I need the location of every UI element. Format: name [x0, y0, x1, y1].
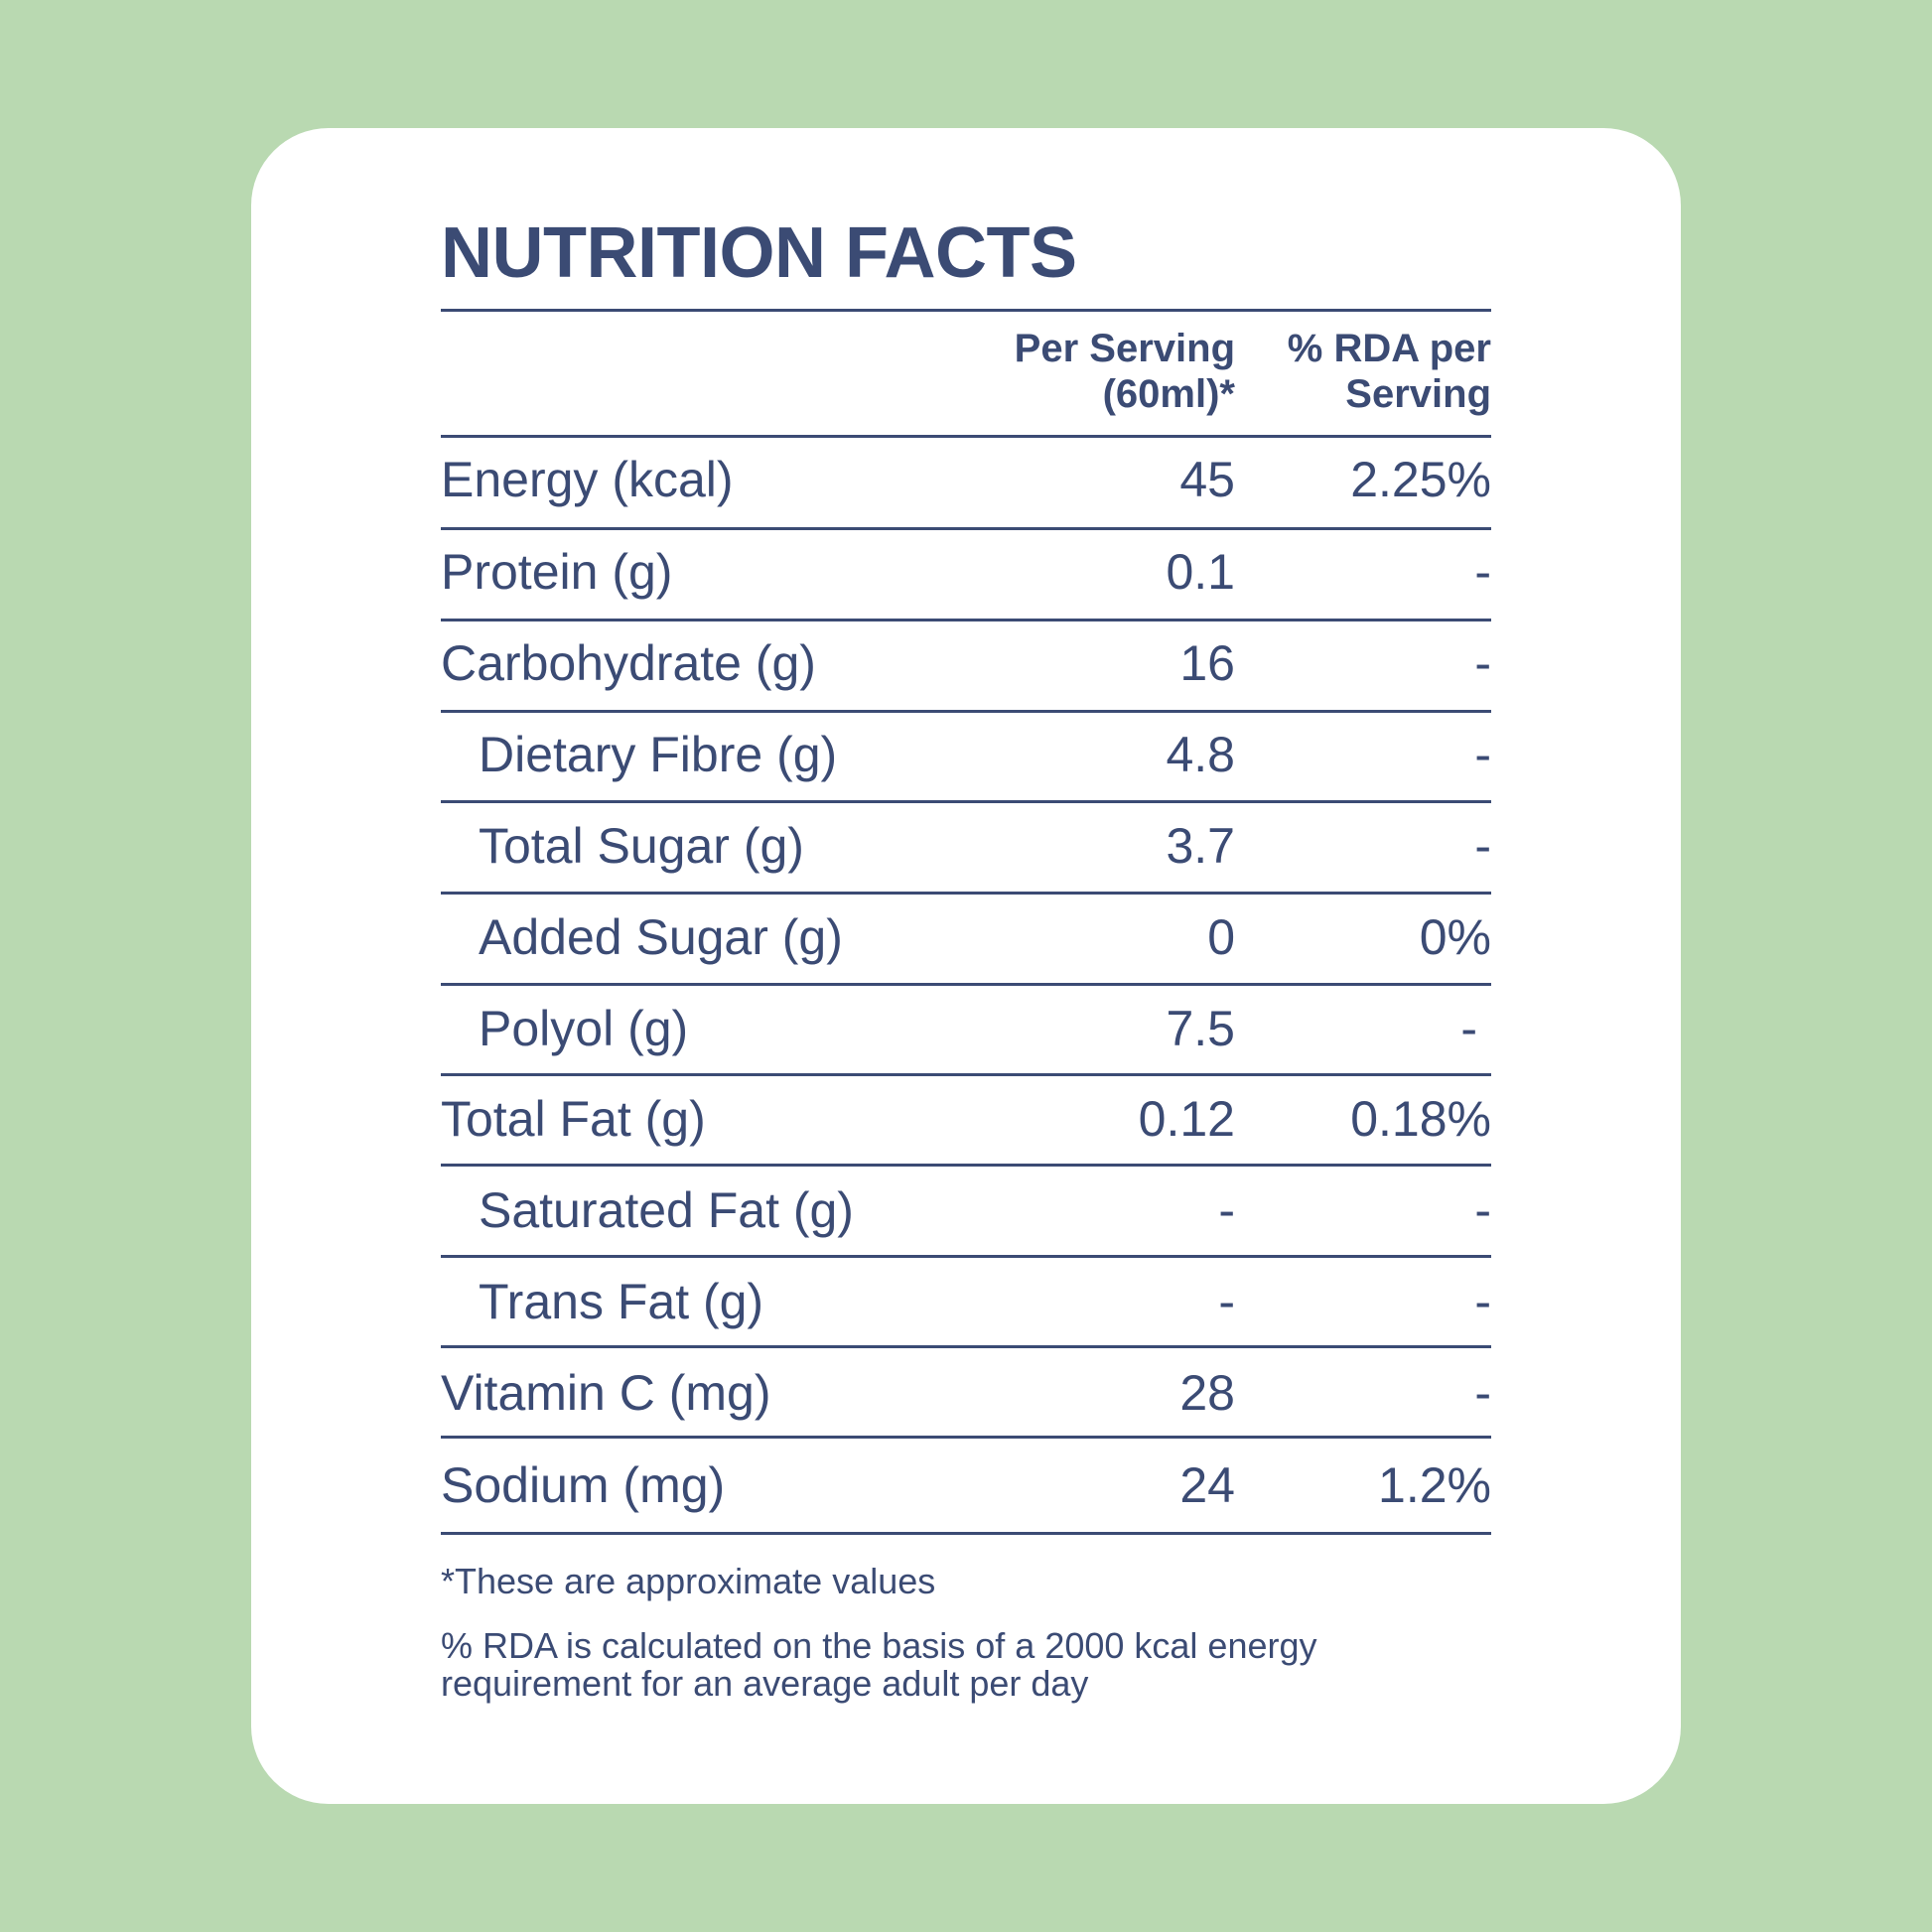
row-value: -	[1218, 1274, 1235, 1329]
table-row: Trans Fat (g) - -	[441, 1256, 1491, 1347]
table-row: Total Fat (g) 0.12 0.18%	[441, 1073, 1491, 1165]
row-rda: -	[1474, 635, 1491, 691]
row-rda: -	[1474, 1365, 1491, 1421]
row-rda: 0.18%	[1350, 1091, 1491, 1147]
row-label: Saturated Fat (g)	[479, 1182, 854, 1238]
page-title: NUTRITION FACTS	[441, 213, 1077, 293]
per-serving-column-header: Per Serving (60ml)*	[1015, 326, 1235, 417]
row-value: 4.8	[1166, 727, 1235, 782]
rda-column-header: % RDA per Serving	[1288, 326, 1491, 417]
row-divider	[441, 1345, 1491, 1348]
row-label: Sodium (mg)	[441, 1457, 726, 1513]
table-row: Vitamin C (mg) 28 -	[441, 1347, 1491, 1439]
per-serving-header-line2: (60ml)*	[1102, 372, 1235, 416]
row-value: 0.1	[1166, 544, 1235, 600]
row-label: Polyol (g)	[479, 1001, 689, 1056]
row-divider	[441, 1073, 1491, 1076]
footnote-rda-line1: % RDA is calculated on the basis of a 20…	[441, 1625, 1317, 1666]
row-rda: 2.25%	[1350, 452, 1491, 507]
table-row: Sodium (mg) 24 1.2%	[441, 1440, 1491, 1531]
row-divider	[441, 1255, 1491, 1258]
table-row: Saturated Fat (g) - -	[441, 1165, 1491, 1256]
table-row: Carbohydrate (g) 16 -	[441, 618, 1491, 709]
footnote-rda-line2: requirement for an average adult per day	[441, 1663, 1089, 1704]
header-bottom-rule	[441, 435, 1491, 438]
row-value: 7.5	[1166, 1001, 1235, 1056]
row-rda: -	[1474, 727, 1491, 782]
row-rda: -	[1460, 1001, 1477, 1056]
row-label: Protein (g)	[441, 544, 673, 600]
row-value: 0.12	[1138, 1091, 1235, 1147]
per-serving-header-line1: Per Serving	[1014, 327, 1235, 370]
row-divider	[441, 892, 1491, 895]
row-rda: 0%	[1419, 909, 1491, 965]
table-row: Energy (kcal) 45 2.25%	[441, 434, 1491, 525]
footnote-approx: *These are approximate values	[441, 1561, 936, 1601]
row-value: 3.7	[1166, 818, 1235, 874]
table-row: Total Sugar (g) 3.7 -	[441, 800, 1491, 892]
row-divider	[441, 527, 1491, 530]
row-value: 16	[1179, 635, 1235, 691]
row-label: Carbohydrate (g)	[441, 635, 816, 691]
row-value: 28	[1179, 1365, 1235, 1421]
row-label: Added Sugar (g)	[479, 909, 843, 965]
table-row: Dietary Fibre (g) 4.8 -	[441, 709, 1491, 800]
row-rda: -	[1474, 1274, 1491, 1329]
row-value: -	[1218, 1182, 1235, 1238]
row-divider	[441, 800, 1491, 803]
row-value: 24	[1179, 1457, 1235, 1513]
table-row: Polyol (g) 7.5 -	[441, 983, 1491, 1074]
row-value: 45	[1179, 452, 1235, 507]
row-rda: -	[1474, 544, 1491, 600]
rda-header-line1: % RDA per	[1287, 327, 1491, 370]
row-rda: -	[1474, 818, 1491, 874]
table-bottom-rule	[441, 1532, 1491, 1535]
row-divider	[441, 619, 1491, 621]
row-label: Total Sugar (g)	[479, 818, 804, 874]
row-label: Energy (kcal)	[441, 452, 734, 507]
header-top-rule	[441, 309, 1491, 312]
row-label: Trans Fat (g)	[479, 1274, 764, 1329]
row-rda: -	[1474, 1182, 1491, 1238]
row-label: Total Fat (g)	[441, 1091, 706, 1147]
table-row: Protein (g) 0.1 -	[441, 526, 1491, 618]
row-rda: 1.2%	[1378, 1457, 1491, 1513]
row-divider	[441, 983, 1491, 986]
row-divider	[441, 1436, 1491, 1439]
row-label: Dietary Fibre (g)	[479, 727, 838, 782]
rda-header-line2: Serving	[1345, 372, 1491, 416]
row-divider	[441, 710, 1491, 713]
row-divider	[441, 1164, 1491, 1167]
row-value: 0	[1207, 909, 1235, 965]
table-row: Added Sugar (g) 0 0%	[441, 892, 1491, 983]
nutrition-card	[251, 128, 1681, 1804]
row-label: Vitamin C (mg)	[441, 1365, 771, 1421]
